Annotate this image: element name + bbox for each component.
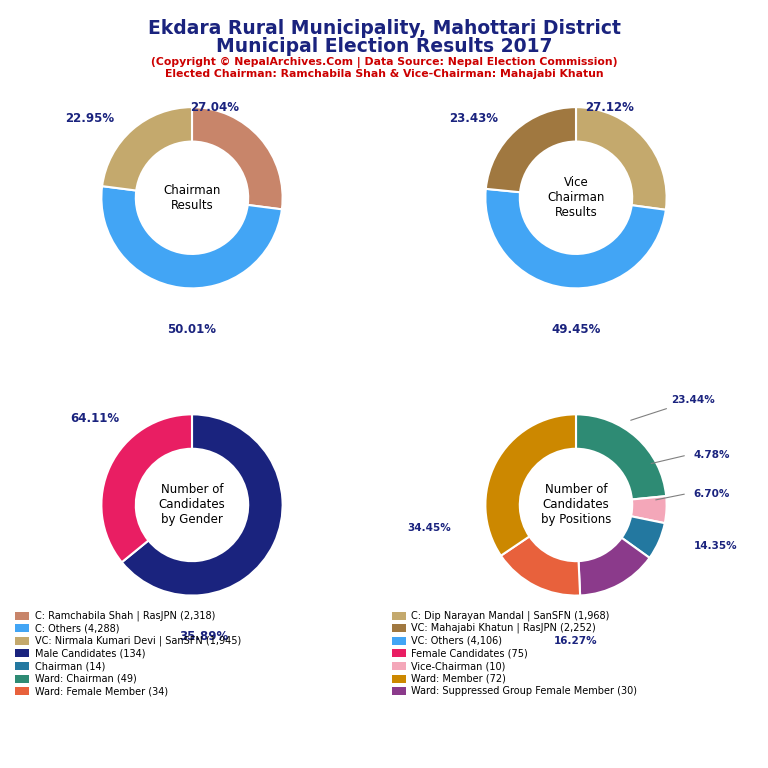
FancyBboxPatch shape bbox=[392, 687, 406, 695]
Text: C: Dip Narayan Mandal | SanSFN (1,968): C: Dip Narayan Mandal | SanSFN (1,968) bbox=[411, 611, 609, 621]
Text: 4.78%: 4.78% bbox=[694, 450, 730, 460]
Text: VC: Nirmala Kumari Devi | SanSFN (1,945): VC: Nirmala Kumari Devi | SanSFN (1,945) bbox=[35, 636, 241, 646]
FancyBboxPatch shape bbox=[15, 637, 29, 645]
Text: Ward: Suppressed Group Female Member (30): Ward: Suppressed Group Female Member (30… bbox=[411, 687, 637, 697]
Text: 35.89%: 35.89% bbox=[179, 630, 228, 643]
Text: VC: Others (4,106): VC: Others (4,106) bbox=[411, 636, 502, 646]
Text: C: Others (4,288): C: Others (4,288) bbox=[35, 623, 119, 634]
FancyBboxPatch shape bbox=[15, 687, 29, 695]
Text: Male Candidates (134): Male Candidates (134) bbox=[35, 648, 145, 658]
Text: 22.95%: 22.95% bbox=[65, 112, 114, 125]
Text: 27.04%: 27.04% bbox=[190, 101, 239, 114]
Text: 50.01%: 50.01% bbox=[167, 323, 217, 336]
FancyBboxPatch shape bbox=[15, 624, 29, 632]
Wedge shape bbox=[101, 186, 282, 288]
Text: Chairman (14): Chairman (14) bbox=[35, 661, 105, 671]
Text: Ward: Member (72): Ward: Member (72) bbox=[411, 674, 506, 684]
Text: Elected Chairman: Ramchabila Shah & Vice-Chairman: Mahajabi Khatun: Elected Chairman: Ramchabila Shah & Vice… bbox=[164, 69, 604, 79]
Wedge shape bbox=[501, 536, 580, 595]
Text: VC: Mahajabi Khatun | RasJPN (2,252): VC: Mahajabi Khatun | RasJPN (2,252) bbox=[411, 623, 596, 634]
Wedge shape bbox=[621, 516, 665, 558]
Wedge shape bbox=[192, 107, 283, 210]
Text: Vice
Chairman
Results: Vice Chairman Results bbox=[548, 177, 604, 219]
FancyBboxPatch shape bbox=[15, 675, 29, 683]
Text: 49.45%: 49.45% bbox=[551, 323, 601, 336]
Text: Ekdara Rural Municipality, Mahottari District: Ekdara Rural Municipality, Mahottari Dis… bbox=[147, 19, 621, 38]
FancyBboxPatch shape bbox=[15, 662, 29, 670]
Wedge shape bbox=[631, 496, 667, 523]
Text: 16.27%: 16.27% bbox=[554, 636, 598, 646]
Text: Female Candidates (75): Female Candidates (75) bbox=[411, 648, 528, 658]
Text: 64.11%: 64.11% bbox=[70, 412, 119, 425]
FancyBboxPatch shape bbox=[392, 611, 406, 620]
Text: Number of
Candidates
by Gender: Number of Candidates by Gender bbox=[159, 484, 225, 526]
Text: Ward: Chairman (49): Ward: Chairman (49) bbox=[35, 674, 136, 684]
Text: 34.45%: 34.45% bbox=[408, 522, 452, 533]
Wedge shape bbox=[122, 415, 283, 595]
FancyBboxPatch shape bbox=[15, 611, 29, 620]
FancyBboxPatch shape bbox=[392, 662, 406, 670]
FancyBboxPatch shape bbox=[392, 650, 406, 657]
Text: C: Ramchabila Shah | RasJPN (2,318): C: Ramchabila Shah | RasJPN (2,318) bbox=[35, 611, 215, 621]
Wedge shape bbox=[486, 107, 576, 192]
Wedge shape bbox=[576, 415, 666, 499]
Wedge shape bbox=[485, 415, 576, 556]
Text: Ward: Female Member (34): Ward: Female Member (34) bbox=[35, 687, 167, 697]
FancyBboxPatch shape bbox=[392, 624, 406, 632]
Wedge shape bbox=[578, 538, 650, 595]
Wedge shape bbox=[576, 107, 667, 210]
Wedge shape bbox=[102, 107, 192, 190]
Wedge shape bbox=[101, 415, 192, 562]
FancyBboxPatch shape bbox=[15, 650, 29, 657]
Text: Chairman
Results: Chairman Results bbox=[164, 184, 220, 212]
FancyBboxPatch shape bbox=[392, 675, 406, 683]
Wedge shape bbox=[485, 189, 666, 288]
Text: 14.35%: 14.35% bbox=[694, 541, 737, 551]
Text: 27.12%: 27.12% bbox=[585, 101, 634, 114]
Text: 23.43%: 23.43% bbox=[449, 112, 498, 125]
Text: Number of
Candidates
by Positions: Number of Candidates by Positions bbox=[541, 484, 611, 526]
FancyBboxPatch shape bbox=[392, 637, 406, 645]
Text: Municipal Election Results 2017: Municipal Election Results 2017 bbox=[216, 37, 552, 56]
Text: (Copyright © NepalArchives.Com | Data Source: Nepal Election Commission): (Copyright © NepalArchives.Com | Data So… bbox=[151, 57, 617, 68]
Text: 6.70%: 6.70% bbox=[694, 488, 730, 498]
Text: 23.44%: 23.44% bbox=[631, 395, 715, 420]
Text: Vice-Chairman (10): Vice-Chairman (10) bbox=[411, 661, 505, 671]
